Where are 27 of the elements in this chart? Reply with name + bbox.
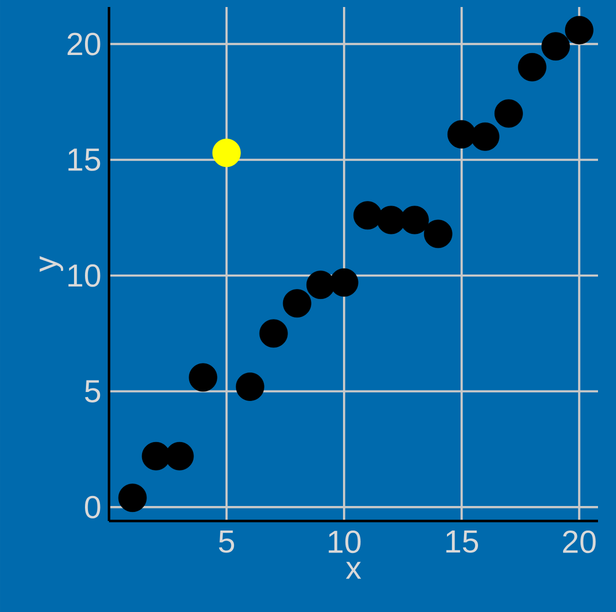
y-tick-label: 10 bbox=[68, 264, 100, 287]
point bbox=[565, 16, 594, 44]
point bbox=[306, 270, 335, 300]
point bbox=[494, 99, 523, 128]
y-tick-label: 0 bbox=[85, 496, 100, 518]
x-tick-label: 10 bbox=[328, 530, 361, 554]
x-tick-label: 15 bbox=[446, 530, 478, 553]
point bbox=[259, 319, 288, 348]
point bbox=[541, 32, 570, 61]
point bbox=[236, 372, 264, 401]
y-tick-label: 20 bbox=[68, 32, 100, 56]
y-tick-label: 15 bbox=[68, 148, 100, 171]
point bbox=[518, 52, 546, 82]
x-axis-title: x bbox=[346, 562, 362, 579]
point bbox=[424, 220, 452, 248]
x-tick-label: 20 bbox=[563, 530, 596, 554]
point bbox=[447, 120, 476, 149]
point bbox=[188, 363, 218, 392]
point bbox=[212, 138, 241, 168]
point bbox=[353, 201, 382, 230]
x-tick-label: 5 bbox=[218, 530, 234, 553]
y-tick-label: 5 bbox=[85, 380, 100, 402]
point bbox=[118, 484, 147, 512]
y-axis-title: y bbox=[40, 256, 64, 272]
point bbox=[330, 268, 358, 297]
point bbox=[282, 289, 312, 318]
point bbox=[470, 122, 500, 151]
